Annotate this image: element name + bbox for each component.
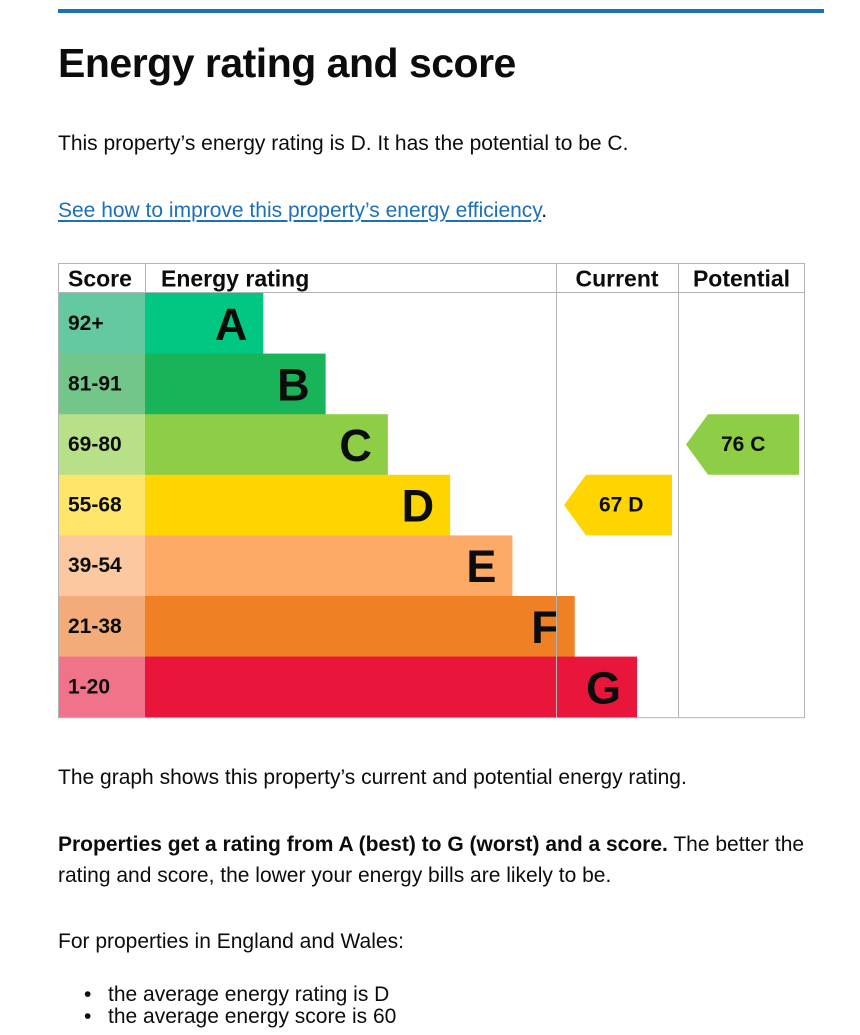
current-column-header: Current xyxy=(575,266,658,292)
rating-explanation-rest: The better the rating and score, the low… xyxy=(58,833,805,887)
rating-letter-a: A xyxy=(215,299,248,350)
current-arrow xyxy=(564,474,672,536)
improve-efficiency-link[interactable]: See how to improve this property’s energ… xyxy=(58,199,542,222)
rating-bar-b xyxy=(145,353,326,415)
rating-explanation-bold: Properties get a rating from A (best) to… xyxy=(58,833,668,856)
rating-letter-d: D xyxy=(402,481,435,532)
score-cell xyxy=(58,535,145,597)
potential-rating-label: 76 C xyxy=(721,433,765,456)
rating-bar-f xyxy=(145,596,575,658)
list-item: the average energy score is 60 xyxy=(84,1003,396,1030)
improve-paragraph: See how to improve this property’s energ… xyxy=(58,195,547,226)
score-range-label: 39-54 xyxy=(68,554,122,577)
chart-border xyxy=(58,263,805,719)
top-rule xyxy=(58,9,824,13)
score-range-label: 69-80 xyxy=(68,433,122,456)
rating-bar-a xyxy=(145,293,264,355)
rating-bar-c xyxy=(145,414,388,476)
score-cell xyxy=(58,293,145,355)
rating-letter-b: B xyxy=(277,359,310,410)
energy-rating-chart: 92+ A 81-91 B 69-80 C 55-68 D 39-54 E 21-38 F 1-20 G S… xyxy=(58,263,805,719)
graph-description: The graph shows this property’s current … xyxy=(58,766,687,789)
score-cell xyxy=(58,353,145,415)
rating-explanation: Properties get a rating from A (best) to… xyxy=(58,829,818,891)
rating-bar-e xyxy=(145,535,513,597)
score-cell xyxy=(58,596,145,658)
average-list: the average energy rating is D the avera… xyxy=(84,981,396,1035)
score-cell xyxy=(58,656,145,718)
score-range-label: 81-91 xyxy=(68,372,122,395)
rating-letter-c: C xyxy=(339,420,372,471)
score-range-label: 55-68 xyxy=(68,494,122,517)
page-title: Energy rating and score xyxy=(58,40,516,86)
potential-column-header: Potential xyxy=(693,266,790,292)
potential-arrow xyxy=(686,414,799,475)
list-item: the average energy rating is D xyxy=(84,981,396,1008)
rating-bar-g xyxy=(145,656,637,718)
rating-summary: This property’s energy rating is D. It h… xyxy=(58,132,629,155)
energy-rating-column-header: Energy rating xyxy=(161,266,309,292)
rating-letter-f: F xyxy=(531,602,559,653)
score-cell xyxy=(58,414,145,476)
score-range-label: 21-38 xyxy=(68,615,122,638)
rating-bar-d xyxy=(145,474,451,536)
england-wales-intro: For properties in England and Wales: xyxy=(58,930,404,953)
score-column-header: Score xyxy=(68,266,132,292)
current-rating-label: 67 D xyxy=(599,494,643,517)
score-cell xyxy=(58,474,145,536)
score-range-label: 1-20 xyxy=(68,675,110,698)
rating-letter-g: G xyxy=(586,662,621,713)
rating-letter-e: E xyxy=(466,541,496,592)
score-range-label: 92+ xyxy=(68,312,104,335)
link-suffix: . xyxy=(541,199,548,222)
